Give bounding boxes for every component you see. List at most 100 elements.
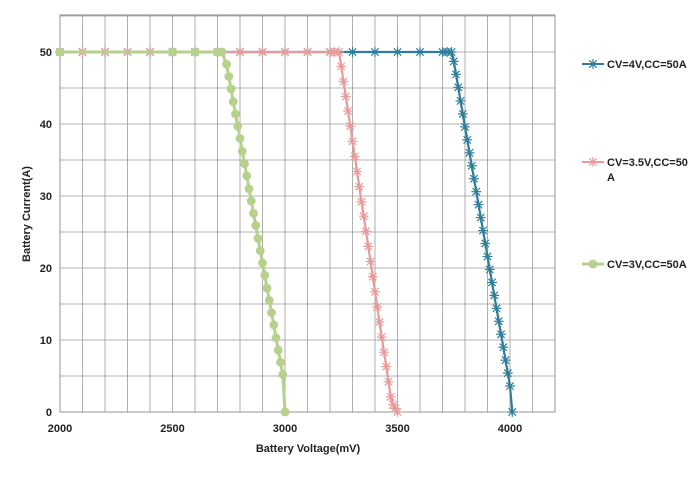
data-point <box>446 47 457 57</box>
data-point <box>224 72 234 81</box>
data-point <box>269 320 279 330</box>
data-point <box>240 159 249 169</box>
data-point <box>383 376 394 387</box>
data-point <box>244 184 254 194</box>
data-point <box>498 342 509 353</box>
data-point <box>466 160 477 171</box>
data-point <box>190 47 200 57</box>
data-point <box>489 290 500 301</box>
data-point <box>253 234 263 243</box>
data-point <box>217 47 227 57</box>
data-point <box>347 47 358 57</box>
data-point <box>448 56 459 67</box>
data-point <box>349 151 360 162</box>
data-point <box>471 186 482 197</box>
data-point <box>507 407 518 417</box>
data-point <box>55 47 65 57</box>
data-point <box>249 208 258 218</box>
data-point <box>336 61 347 72</box>
data-point <box>415 47 425 57</box>
data-point <box>451 69 461 80</box>
data-point <box>367 271 378 282</box>
data-point <box>235 134 245 143</box>
data-point <box>385 391 396 402</box>
legend-label: CV=4V,CC=50A <box>607 59 687 71</box>
data-point <box>347 136 358 147</box>
data-point <box>374 317 385 327</box>
data-point <box>358 211 369 222</box>
data-point <box>464 147 475 158</box>
y-tick-label: 10 <box>40 335 52 347</box>
y-tick-label: 30 <box>40 191 52 203</box>
data-point <box>588 259 598 269</box>
data-point <box>392 407 403 417</box>
data-point <box>487 277 497 288</box>
data-point <box>228 97 238 107</box>
x-tick-label: 2500 <box>160 423 184 435</box>
data-point <box>302 47 313 57</box>
data-point <box>338 76 349 87</box>
data-point <box>251 221 261 230</box>
data-point <box>379 347 389 358</box>
data-point <box>255 246 265 256</box>
data-point <box>264 296 274 305</box>
data-point <box>390 403 401 414</box>
data-point <box>381 361 392 372</box>
data-point <box>237 146 247 156</box>
data-point <box>340 91 351 102</box>
data-point <box>276 357 285 367</box>
data-point <box>260 270 270 280</box>
data-point <box>475 212 486 223</box>
y-tick-label: 0 <box>46 407 52 419</box>
y-axis-title: Battery Current(A) <box>21 166 33 262</box>
data-point <box>392 47 403 57</box>
data-point <box>233 121 243 131</box>
data-point <box>376 332 387 343</box>
data-point <box>262 283 272 293</box>
data-point <box>271 333 281 343</box>
data-point <box>588 59 598 69</box>
data-point <box>588 157 598 167</box>
x-tick-label: 3500 <box>385 423 409 435</box>
y-tick-label: 20 <box>40 263 52 275</box>
data-point <box>361 226 371 237</box>
legend-item: CV=3V,CC=50A <box>582 259 687 271</box>
data-point <box>500 355 511 366</box>
plot-area <box>55 14 556 417</box>
data-point <box>246 196 256 206</box>
data-point <box>267 308 276 318</box>
data-point <box>352 166 362 177</box>
data-point <box>334 47 344 57</box>
data-point <box>482 251 493 262</box>
data-point <box>496 329 506 340</box>
data-point <box>453 82 464 93</box>
data-point <box>462 134 473 145</box>
data-point <box>455 96 466 106</box>
data-point <box>460 121 470 132</box>
data-point <box>372 301 383 312</box>
x-tick-label: 2000 <box>48 423 72 435</box>
data-point <box>502 368 513 379</box>
data-point <box>280 407 290 417</box>
data-point <box>457 109 468 119</box>
data-point <box>226 84 236 94</box>
data-point <box>363 241 374 252</box>
data-point <box>231 109 240 119</box>
data-point <box>493 316 504 327</box>
legend: CV=4V,CC=50A CV=3.5V,CC=50 A CV=3V,CC=50A <box>582 59 688 271</box>
data-point <box>257 47 268 57</box>
data-point <box>222 59 231 69</box>
legend-item: CV=3.5V,CC=50 A <box>582 157 688 184</box>
legend-item: CV=4V,CC=50A <box>582 59 687 71</box>
data-point <box>505 381 515 391</box>
x-axis-title: Battery Voltage(mV) <box>256 443 361 455</box>
data-point <box>478 225 488 236</box>
data-point <box>343 106 353 116</box>
data-point <box>278 370 288 379</box>
data-point <box>484 264 495 275</box>
x-tick-label: 4000 <box>498 423 522 435</box>
legend-label: CV=3.5V,CC=50 A <box>607 157 688 184</box>
y-tick-label: 50 <box>40 47 52 59</box>
data-point <box>242 171 252 181</box>
